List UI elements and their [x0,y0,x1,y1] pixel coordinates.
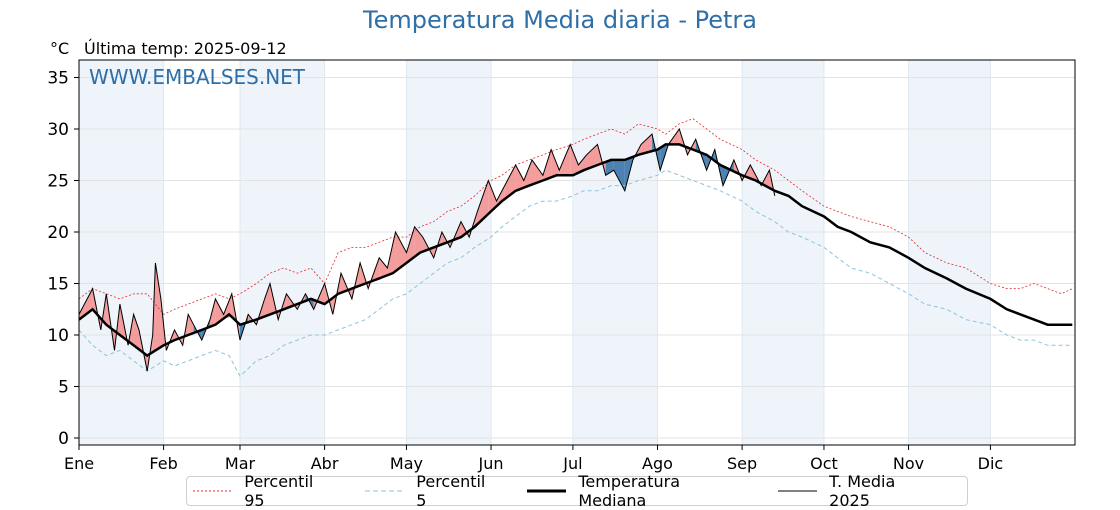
x-tick-label: Jul [562,454,582,473]
chart-legend: Percentil 95 Percentil 5 Temperatura Med… [186,472,968,510]
above-median-area [641,134,653,155]
above-median-area [133,314,140,350]
x-tick-label: Mar [225,454,256,473]
month-band [239,60,325,445]
x-tick-label: Oct [810,454,838,473]
y-tick-label: 35 [47,69,69,89]
legend-swatch-p5 [365,490,405,492]
above-median-area [531,159,543,185]
chart-title: Temperatura Media diaria - Petra [363,6,757,34]
x-tick-label: Feb [149,454,177,473]
above-median-area [395,232,407,272]
above-median-area [414,226,423,257]
series-line-median [78,143,1073,358]
series-line-p95 [78,118,1073,315]
legend-label-p95: Percentil 95 [244,472,314,510]
legend-item-current: T. Media 2025 [777,472,939,510]
above-median-area [551,149,560,178]
above-median-area [379,257,388,279]
x-tick-label: Dic [978,454,1004,473]
legend-label-current: T. Media 2025 [829,472,896,510]
y-unit-label: °C [50,39,70,58]
above-median-area [515,165,524,191]
x-tick-label: Jun [478,454,504,473]
legend-swatch-p95 [193,490,233,492]
legend-swatch-median [527,489,567,493]
watermark-text: WWW.EMBALSES.NET [89,65,306,89]
above-median-area [406,226,415,263]
legend-item-p95: Percentil 95 [193,472,337,510]
y-tick-label: 0 [58,429,69,449]
above-median-area [215,298,224,325]
month-band [79,60,164,445]
below-median-area [605,159,614,176]
y-tick-label: 5 [58,378,69,398]
plot-frame [78,59,1076,446]
above-median-area [578,154,587,173]
legend-item-p5: Percentil 5 [365,472,499,510]
x-tick-label: Ago [642,454,673,473]
above-median-area [496,185,505,207]
x-tick-label: Nov [893,454,924,473]
above-median-area [155,262,161,351]
month-band [908,60,991,445]
y-tick-label: 10 [47,326,69,346]
month-band [572,60,658,445]
legend-swatch-current [777,490,818,492]
above-median-area [586,144,598,170]
above-median-area [488,180,497,214]
above-median-area [570,144,579,176]
x-tick-label: Abr [311,454,339,473]
above-median-area [188,314,194,335]
y-tick-label: 15 [47,275,69,295]
y-tick-label: 25 [47,172,69,192]
x-tick-label: Sep [727,454,757,473]
last-update-label: Última temp: 2025-09-12 [84,39,287,58]
legend-label-p5: Percentil 5 [416,472,486,510]
legend-item-median: Temperatura Mediana [527,472,750,510]
legend-label-median: Temperatura Mediana [578,472,680,510]
above-median-area [264,283,271,317]
series-line-2025 [78,127,776,372]
above-median-area [504,165,516,200]
y-tick-label: 20 [47,223,69,243]
above-median-area [523,159,532,188]
series-line-p5 [78,169,1073,378]
y-tick-label: 30 [47,120,69,140]
below-median-area [613,159,625,191]
x-tick-label: May [390,454,423,473]
month-band [742,60,824,445]
temperature-chart: 0 5 10 15 20 25 30 35 Ene Feb Mar Abr May Jun Jul Ago Se… [47,59,1076,473]
above-median-area [477,180,489,225]
x-tick-label: Ene [64,454,94,473]
